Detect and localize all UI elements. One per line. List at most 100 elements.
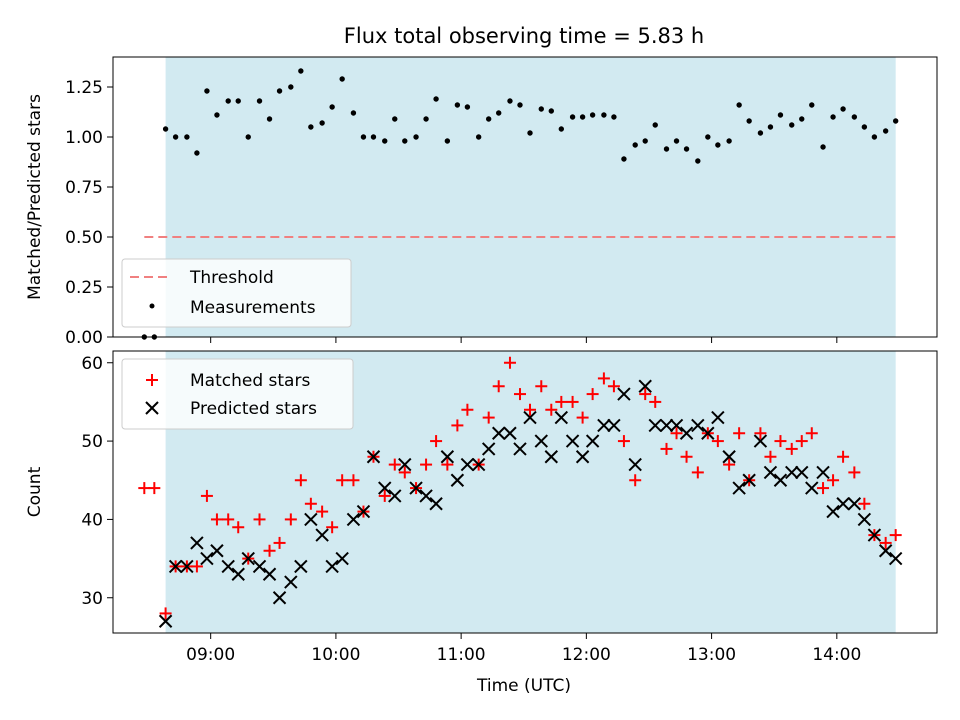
matched-star-point	[316, 505, 329, 518]
measurement-point	[548, 108, 554, 114]
matched-star-point	[492, 380, 505, 393]
predicted-star-point	[679, 426, 694, 440]
measurement-point	[194, 150, 200, 156]
predicted-star-point	[262, 567, 277, 581]
measurement-point	[298, 68, 304, 74]
predicted-star-point	[272, 591, 287, 605]
measurement-point	[454, 102, 461, 108]
predicted-star-point	[816, 465, 830, 480]
predicted-star-point	[366, 450, 381, 464]
measurement-point	[276, 88, 283, 94]
predicted-star-point	[491, 426, 506, 440]
predicted-star-point	[585, 434, 600, 448]
predicted-star-point	[168, 559, 183, 574]
bottom-y-axis-ticks: 30 40 50 60	[81, 354, 113, 609]
matched-star-point	[263, 544, 276, 557]
matched-star-point	[764, 450, 777, 463]
predicted-star-point	[398, 457, 412, 472]
matched-star-point	[200, 489, 213, 502]
predicted-star-point	[795, 465, 809, 480]
predicted-star-point	[450, 473, 465, 487]
measurement-point	[308, 124, 314, 130]
matched-star-point	[639, 388, 652, 401]
measurement-point	[840, 106, 846, 112]
measurement-point	[746, 118, 752, 124]
measurement-point	[204, 88, 210, 94]
predicted-star-point	[763, 465, 778, 480]
matched-star-point	[774, 435, 787, 448]
matched-star-point	[795, 435, 808, 448]
measurement-point	[235, 98, 241, 104]
matched-star-point	[294, 474, 307, 487]
measurement-point	[329, 104, 335, 110]
measurement-point	[892, 118, 899, 124]
measurement-point	[475, 134, 482, 140]
matched-star-point	[159, 607, 172, 620]
matched-star-point	[617, 435, 630, 448]
x-tick-label: 10:00	[311, 645, 360, 665]
measurement-point	[715, 142, 721, 148]
matched-star-point	[566, 395, 579, 408]
predicted-star-point	[575, 450, 590, 464]
top-y-axis-ticks: 0.00 0.25 0.50 0.75 1.00 1.25	[65, 78, 113, 348]
bottom-legend: Matched stars Predicted stars	[121, 358, 354, 430]
predicted-star-point	[742, 473, 756, 487]
matched-star-point	[545, 403, 558, 416]
measurement-point	[569, 114, 576, 120]
measurement-point	[589, 112, 596, 118]
predicted-star-point	[544, 450, 559, 464]
matched-star-point	[680, 450, 693, 463]
measurement-point	[444, 138, 451, 144]
matched-star-point	[785, 442, 798, 455]
measurement-point	[632, 142, 638, 148]
matched-star-point	[691, 466, 704, 479]
matched-star-point	[138, 482, 151, 495]
measurement-point	[350, 110, 357, 116]
measurement-point	[496, 110, 502, 116]
predicted-star-point	[231, 567, 245, 581]
measurement-point	[370, 134, 377, 140]
matched-star-point	[524, 403, 537, 416]
predicted-star-point	[638, 379, 652, 393]
matched-star-point	[513, 388, 526, 401]
measurement-point	[809, 102, 815, 108]
matched-star-point	[398, 466, 411, 479]
chart-title: Flux total observing time = 5.83 h	[344, 24, 704, 48]
predicted-star-point	[867, 528, 882, 542]
predicted-star-point	[648, 418, 662, 433]
predicted-star-point	[773, 473, 788, 487]
matched-star-point	[503, 356, 516, 369]
y-tick-label: 0.75	[65, 178, 103, 198]
measurement-point	[538, 106, 544, 112]
matched-star-point	[889, 529, 902, 542]
y-tick-label: 40	[81, 510, 103, 530]
matched-star-point	[837, 450, 850, 463]
predicted-star-point	[252, 559, 267, 574]
measurement-point	[225, 98, 231, 104]
measurement-point	[789, 122, 795, 128]
predicted-star-point	[888, 551, 903, 566]
measurement-point	[642, 138, 648, 144]
legend-predicted-label: Predicted stars	[190, 399, 317, 419]
matched-star-point	[222, 513, 235, 526]
predicted-star-point	[294, 559, 308, 574]
predicted-star-point	[857, 512, 872, 527]
matched-star-point	[336, 474, 349, 487]
predicted-star-point	[732, 481, 746, 495]
predicted-star-point	[722, 450, 736, 464]
top-legend-box	[121, 258, 352, 328]
matched-star-point	[817, 482, 830, 495]
matched-star-point	[210, 513, 223, 526]
measurement-point	[695, 158, 701, 164]
measurement-point	[767, 124, 774, 130]
matched-star-point	[326, 521, 339, 534]
predicted-star-point	[158, 614, 173, 628]
matched-star-point	[711, 435, 724, 448]
predicted-star-point	[513, 442, 527, 456]
measurement-point	[256, 98, 263, 104]
matched-star-point	[629, 474, 642, 487]
measurement-point	[663, 146, 670, 152]
y-tick-label: 50	[81, 432, 103, 452]
predicted-star-point	[753, 434, 768, 448]
